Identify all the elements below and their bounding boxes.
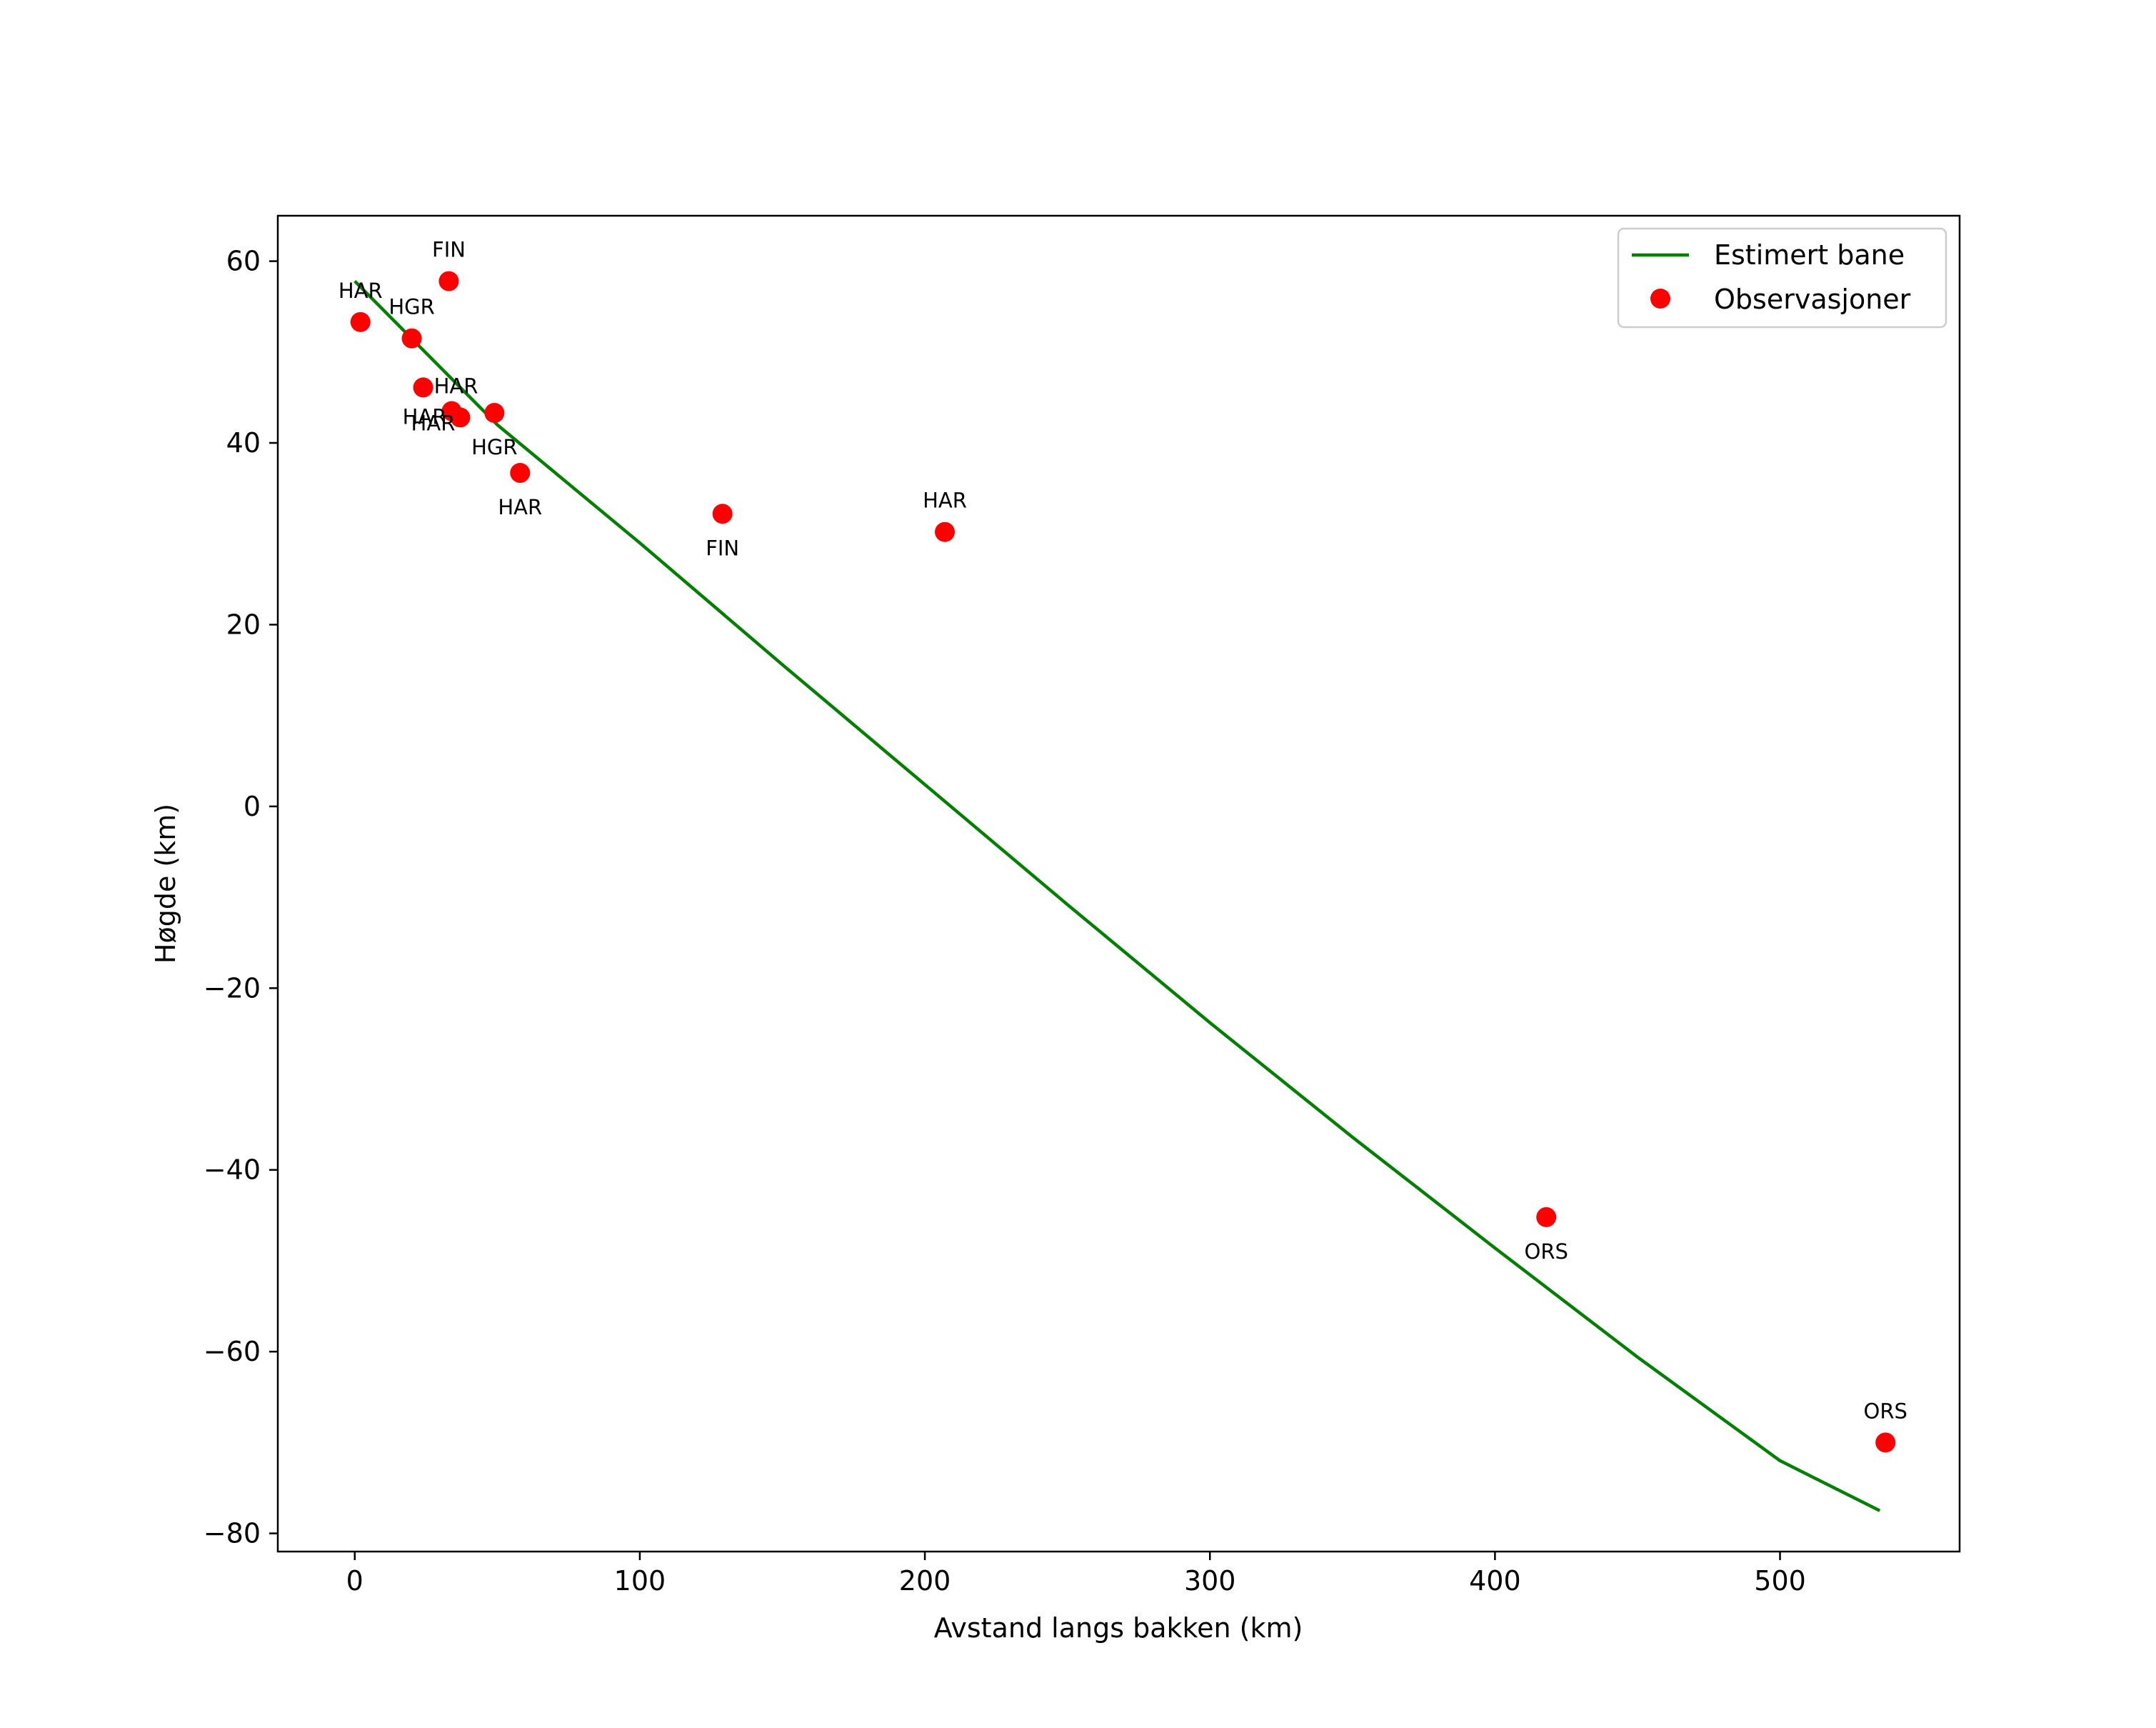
x-tick-label: 500 [1754,1565,1806,1597]
y-tick-label: −20 [204,972,261,1004]
x-axis-label: Avstand langs bakken (km) [934,1612,1303,1644]
observation-label: FIN [432,238,466,262]
x-tick-label: 0 [346,1565,363,1597]
y-axis-label: Høgde (km) [150,804,181,964]
trajectory-line [354,280,1881,1512]
observation-point [510,463,531,484]
trajectory-layer [354,280,1881,1512]
x-tick-label: 400 [1469,1565,1521,1597]
observation-point [1536,1207,1557,1227]
observation-point [935,521,956,542]
observation-point [350,311,371,332]
y-tick-label: 60 [226,246,261,277]
legend-marker-swatch [1650,289,1670,309]
observation-point [450,407,471,428]
y-tick-label: 40 [226,427,261,459]
observation-point [413,377,433,398]
y-tick-label: −80 [204,1518,261,1549]
y-axis: 60 40 20 0 −20 −40 −60 −80 [204,246,278,1549]
y-tick-label: 20 [226,609,261,640]
plot-frame [276,214,1961,1553]
observation-label: HAR [923,489,967,513]
observation-point [401,328,422,349]
observation-label: HAR [498,495,542,519]
observation-label: HAR [403,405,447,429]
observation-label: HGR [471,435,517,459]
observation-point [1875,1432,1896,1453]
x-tick-label: 100 [614,1565,666,1597]
observation-label: HAR [339,279,383,303]
x-tick-label: 300 [1184,1565,1236,1597]
observation-point [712,504,733,524]
observation-points [350,271,1896,1453]
y-tick-label: −40 [204,1154,261,1186]
x-tick-label: 200 [899,1565,951,1597]
x-axis: 0 100 200 300 400 500 [346,1552,1806,1597]
observation-label: ORS [1525,1239,1568,1264]
observation-label: ORS [1864,1399,1907,1423]
legend-label-observations: Observasjoner [1714,284,1911,315]
observation-label: HAR [434,374,478,398]
observation-label: FIN [706,536,739,560]
y-tick-label: 0 [244,791,261,822]
y-tick-label: −60 [204,1336,261,1367]
observation-point [484,403,505,424]
legend-label-trajectory: Estimert bane [1714,239,1905,271]
legend-box [1617,227,1947,329]
observation-label: HAR [411,411,456,435]
legend: Estimert bane Observasjoner [1617,227,1947,329]
observation-point [438,271,459,291]
observation-label: HGR [388,295,434,319]
